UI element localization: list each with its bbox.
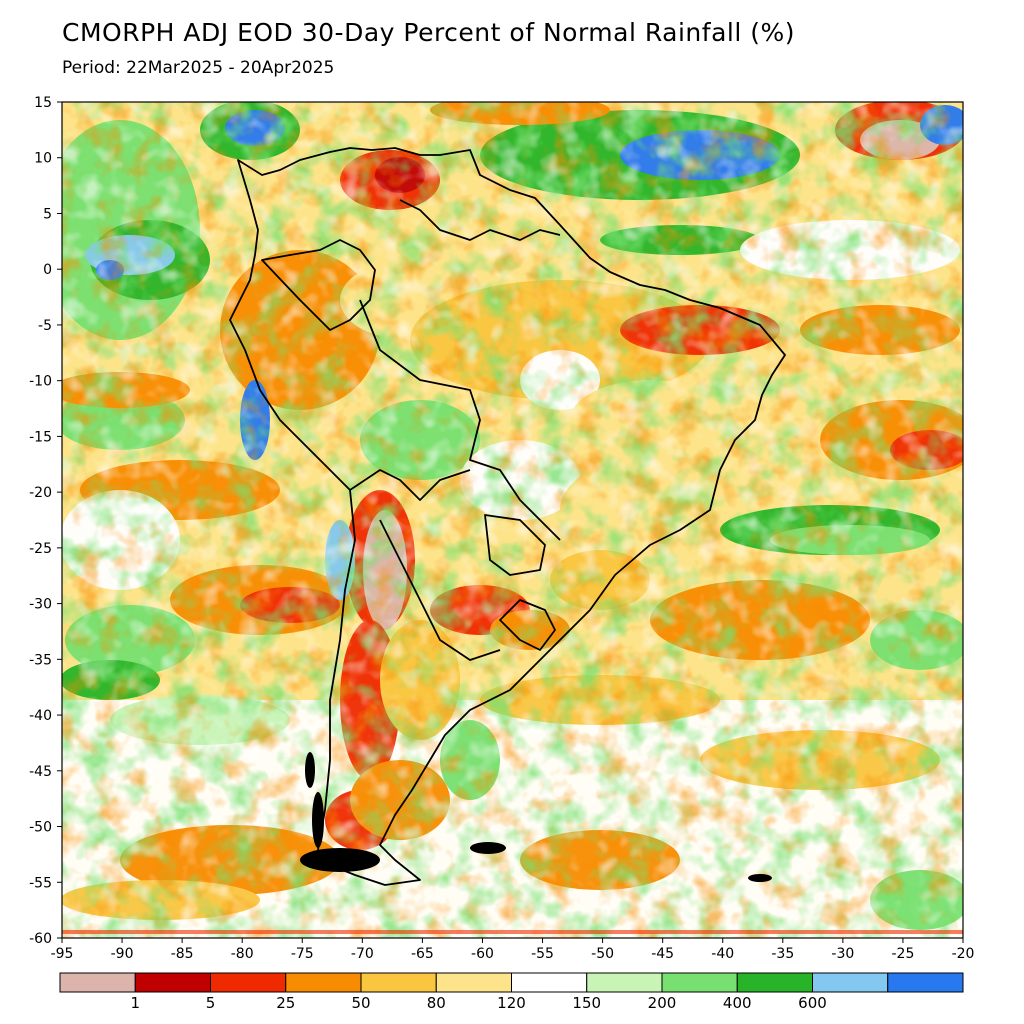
lon-tick-label: -75 (291, 946, 314, 962)
lon-tick-label: -95 (51, 946, 74, 962)
colorbar-swatch (736, 972, 813, 993)
colorbar-label: 200 (648, 994, 677, 1012)
lat-tick-label: -40 (29, 708, 52, 724)
colorbar-swatch (812, 972, 889, 993)
latitude-axis: 15 10 5 0 -5 -10 -15 -20 -25 -30 -35 -40 -45 -50 -55 -6… (29, 95, 62, 947)
lon-tick-label: -90 (111, 946, 134, 962)
colorbar-swatch (887, 972, 964, 993)
colorbar-swatch (661, 972, 738, 993)
colorbar-label: 120 (497, 994, 526, 1012)
colorbar-label: 50 (351, 994, 370, 1012)
lat-tick-label: 15 (34, 95, 52, 111)
coastline (229, 147, 786, 886)
colorbar-swatch (59, 972, 136, 993)
colorbar-label: 5 (206, 994, 216, 1012)
lat-tick-label: -5 (38, 318, 52, 334)
colorbar-label: 1 (130, 994, 140, 1012)
lon-tick-label: -55 (531, 946, 554, 962)
colorbar-swatch (511, 972, 588, 993)
period-subtitle: Period: 22Mar2025 - 20Apr2025 (62, 58, 335, 78)
lat-tick-label: -15 (29, 429, 52, 445)
colorbar-label: 150 (572, 994, 601, 1012)
map-title: CMORPH ADJ EOD 30-Day Percent of Normal … (62, 18, 795, 47)
lon-tick-label: -80 (231, 946, 254, 962)
colorbar: 1 5 25 50 80 120 150 200 400 600 (59, 972, 964, 1012)
colorbar-label: 25 (276, 994, 295, 1012)
colorbar-swatch (134, 972, 211, 993)
colorbar-label: 80 (427, 994, 446, 1012)
lat-tick-label: -10 (29, 374, 52, 390)
lat-tick-label: -45 (29, 764, 52, 780)
lon-tick-label: -60 (471, 946, 494, 962)
colorbar-swatch (360, 972, 437, 993)
plot-frame (61, 101, 964, 939)
colorbar-label: 400 (723, 994, 752, 1012)
lon-tick-label: -70 (351, 946, 374, 962)
lon-tick-label: -50 (591, 946, 614, 962)
colorbar-swatch (210, 972, 287, 993)
colorbar-swatch (586, 972, 663, 993)
lat-tick-label: 10 (34, 151, 52, 167)
lat-tick-label: 0 (43, 262, 52, 278)
lat-tick-label: -60 (29, 931, 52, 947)
lon-tick-label: -85 (171, 946, 194, 962)
lat-tick-label: -35 (29, 652, 52, 668)
colorbar-swatch (285, 972, 362, 993)
lon-tick-label: -20 (952, 946, 975, 962)
lat-tick-label: -50 (29, 820, 52, 836)
lon-tick-label: -65 (411, 946, 434, 962)
lat-tick-label: -25 (29, 541, 52, 557)
lat-tick-label: -30 (29, 597, 52, 613)
lon-tick-label: -25 (891, 946, 914, 962)
rainfall-field (62, 102, 963, 938)
lat-tick-label: 5 (43, 206, 52, 222)
lon-tick-label: -45 (651, 946, 674, 962)
lat-tick-label: -55 (29, 875, 52, 891)
colorbar-swatch (435, 972, 512, 993)
lon-tick-label: -40 (711, 946, 734, 962)
longitude-axis: -95 -90 -85 -80 -75 -70 -65 -60 -55 -50 -45 -40 -35 -… (51, 938, 975, 962)
colorbar-label: 600 (798, 994, 827, 1012)
lon-tick-label: -30 (831, 946, 854, 962)
islands (300, 752, 772, 882)
lon-tick-label: -35 (771, 946, 794, 962)
lat-tick-label: -20 (29, 485, 52, 501)
